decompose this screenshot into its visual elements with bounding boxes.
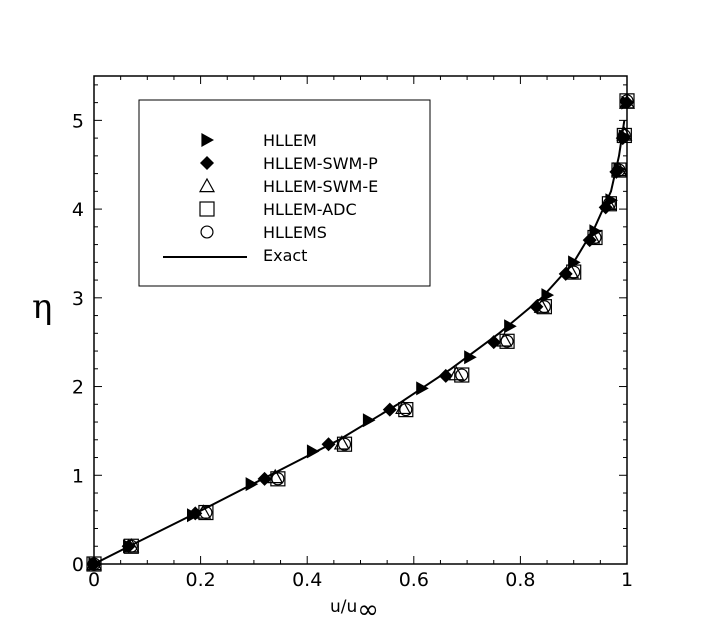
y-tick-label: 0 bbox=[72, 554, 84, 576]
point-hllem-adc bbox=[499, 333, 515, 349]
point-hllem-swm-e bbox=[267, 468, 284, 484]
point-hllem-swm-p bbox=[438, 368, 453, 383]
legend-swatch-hllem-swm-e bbox=[198, 177, 216, 193]
point-hllem-swm-e bbox=[448, 365, 465, 381]
point-hllems bbox=[602, 197, 616, 211]
point-hllems bbox=[87, 557, 101, 571]
point-hllem bbox=[362, 413, 376, 428]
point-hllem-swm-p bbox=[382, 402, 397, 417]
point-hllems bbox=[612, 163, 626, 177]
legend-swatch-hllem-adc bbox=[199, 201, 215, 217]
point-hllem-swm-p bbox=[121, 539, 136, 554]
legend: HLLEM HLLEM-SWM-P HLLEM-SWM-E HLLEM-ADC HLLE… bbox=[138, 99, 431, 287]
point-hllem bbox=[306, 444, 320, 459]
legend-label-exact: Exact bbox=[263, 246, 307, 265]
point-hllems bbox=[124, 539, 138, 553]
x-tick-label: 1 bbox=[621, 569, 633, 591]
point-hllem-adc bbox=[398, 402, 414, 418]
x-tick-label: 0.8 bbox=[505, 569, 535, 591]
x-tick-label: 0.6 bbox=[399, 569, 429, 591]
legend-swatch-hllem-swm-p bbox=[200, 156, 214, 170]
y-axis-label: η bbox=[32, 287, 52, 327]
y-tick-label: 3 bbox=[72, 288, 84, 310]
legend-label-hllems: HLLEMS bbox=[263, 223, 327, 242]
point-hllem-swm-e bbox=[395, 399, 412, 415]
point-hllems bbox=[271, 472, 285, 486]
legend-label-hllem: HLLEM bbox=[263, 131, 317, 150]
x-axis-label-subscript: ∞ bbox=[357, 595, 379, 625]
data-markers bbox=[85, 93, 636, 572]
point-hllem-adc bbox=[336, 436, 353, 452]
y-tick-label: 4 bbox=[72, 199, 84, 221]
point-hllem bbox=[504, 319, 517, 334]
point-hllem-swm-p bbox=[486, 335, 501, 350]
point-hllem-swm-p bbox=[257, 471, 272, 486]
legend-swatch-hllems bbox=[200, 225, 214, 239]
y-tick-label: 2 bbox=[72, 377, 84, 399]
legend-box bbox=[138, 99, 431, 287]
point-hllem bbox=[416, 381, 429, 396]
point-hllem bbox=[464, 350, 477, 365]
legend-label-hllem-swm-e: HLLEM-SWM-E bbox=[263, 177, 378, 196]
legend-swatch-hllem bbox=[201, 133, 214, 147]
x-axis-label: u/u∞ bbox=[330, 595, 379, 625]
point-hllem-swm-e bbox=[616, 126, 633, 141]
point-hllems bbox=[620, 94, 634, 108]
point-hllem-adc bbox=[619, 93, 635, 109]
point-hllem-adc bbox=[566, 264, 582, 280]
point-hllems bbox=[567, 265, 581, 279]
axis-ticks: 0 0.2 0.4 0.6 0.8 1 0 1 2 3 4 5 bbox=[72, 76, 633, 591]
point-hllem-adc bbox=[123, 538, 139, 554]
point-hllem bbox=[245, 477, 259, 492]
point-hllem-adc bbox=[587, 229, 603, 246]
legend-label-hllem-adc: HLLEM-ADC bbox=[263, 200, 357, 219]
x-tick-label: 0.4 bbox=[292, 569, 322, 591]
point-hllem-adc bbox=[611, 162, 627, 178]
point-hllem-adc bbox=[616, 127, 632, 144]
point-hllems bbox=[617, 128, 631, 142]
point-hllem-adc bbox=[86, 556, 102, 572]
point-hllem-adc bbox=[536, 299, 552, 315]
point-hllems bbox=[199, 505, 213, 520]
point-hllems bbox=[588, 230, 602, 245]
point-hllems bbox=[537, 300, 551, 314]
point-hllem-adc bbox=[270, 471, 286, 487]
x-tick-label: 0 bbox=[88, 569, 100, 591]
point-hllems bbox=[399, 403, 413, 417]
y-tick-label: 5 bbox=[72, 110, 84, 132]
point-hllem bbox=[541, 288, 555, 303]
point-hllem-swm-p bbox=[321, 437, 336, 452]
point-hllems bbox=[337, 437, 352, 451]
point-hllems bbox=[500, 334, 514, 348]
point-hllem-adc bbox=[198, 504, 214, 521]
point-hllem-adc bbox=[601, 196, 618, 212]
point-hllem-adc bbox=[454, 367, 470, 383]
legend-label-hllem-swm-p: HLLEM-SWM-P bbox=[263, 154, 378, 173]
point-hllems bbox=[455, 368, 469, 382]
point-hllem-swm-p bbox=[87, 557, 101, 571]
y-tick-label: 1 bbox=[72, 465, 84, 487]
x-tick-label: 0.2 bbox=[185, 569, 215, 591]
